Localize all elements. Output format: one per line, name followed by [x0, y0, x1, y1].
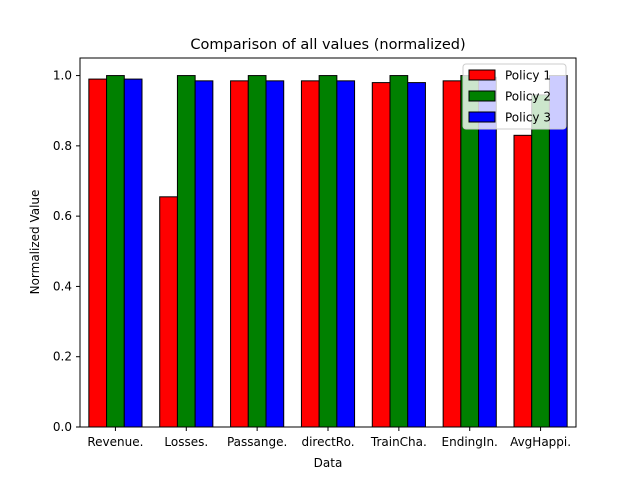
y-tick-label: 0.6 [53, 209, 72, 223]
bar-1-2 [159, 196, 178, 428]
x-axis-label: Data [314, 456, 343, 470]
x-tick-label: EndingIn. [442, 435, 498, 449]
bar-3-3 [265, 80, 285, 428]
bar-2-7 [531, 94, 550, 428]
y-axis-label: Normalized Value [28, 190, 42, 295]
bar-3-4 [336, 80, 356, 428]
x-tick-label: directRo. [301, 435, 354, 449]
legend-swatch [468, 69, 496, 81]
legend-swatch [468, 90, 496, 102]
x-tick-label: Passange. [227, 435, 287, 449]
y-tick-label: 0.2 [53, 350, 72, 364]
y-tick-label: 1.0 [53, 69, 72, 83]
bar-1-7 [513, 134, 533, 428]
y-tick-label: 0.0 [53, 420, 72, 434]
legend-label: Policy 2 [505, 90, 551, 104]
bar-1-6 [442, 80, 462, 428]
bar-1-1 [88, 78, 108, 428]
bar-2-4 [318, 75, 338, 428]
y-tick-label: 0.4 [53, 279, 72, 293]
bar-2-5 [389, 75, 409, 428]
legend-label: Policy 3 [505, 111, 551, 125]
bar-3-6 [478, 76, 497, 428]
bar-1-5 [371, 82, 391, 428]
x-tick-label: AvgHappi. [510, 435, 571, 449]
bar-2-2 [176, 75, 196, 428]
bar-3-2 [194, 80, 214, 428]
chart-title: Comparison of all values (normalized) [190, 37, 465, 53]
bar-2-1 [106, 75, 125, 428]
bar-3-1 [123, 78, 143, 428]
bar-1-3 [230, 80, 249, 428]
bar-3-5 [407, 82, 426, 428]
legend-label: Policy 1 [505, 69, 551, 83]
y-tick-label: 0.8 [53, 139, 72, 153]
x-tick-label: Losses. [164, 435, 208, 449]
bar-2-3 [247, 75, 267, 428]
x-tick-label: TrainCha. [370, 435, 427, 449]
bar-1-4 [300, 80, 320, 428]
x-tick-label: Revenue. [87, 435, 143, 449]
legend-swatch [468, 111, 496, 123]
